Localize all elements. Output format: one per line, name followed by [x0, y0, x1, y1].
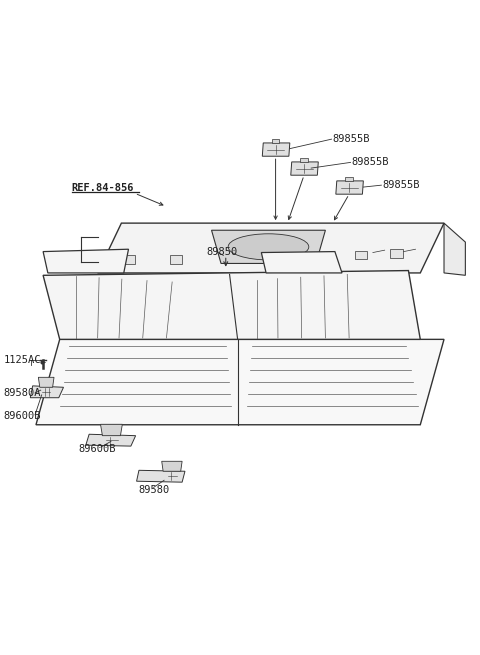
Polygon shape: [30, 386, 63, 398]
Polygon shape: [261, 252, 342, 273]
Polygon shape: [86, 434, 136, 446]
Bar: [345, 177, 353, 181]
Polygon shape: [100, 424, 122, 436]
Polygon shape: [43, 249, 129, 273]
Polygon shape: [36, 339, 444, 424]
Text: 89600B: 89600B: [4, 411, 41, 421]
Text: REF.84-856: REF.84-856: [72, 183, 134, 193]
Ellipse shape: [228, 234, 309, 260]
Bar: [97, 282, 119, 292]
Bar: [300, 158, 308, 162]
Text: 89850: 89850: [207, 246, 238, 257]
Polygon shape: [262, 143, 290, 157]
Text: 89580: 89580: [138, 485, 169, 495]
Polygon shape: [212, 231, 325, 263]
Text: 89855B: 89855B: [333, 134, 370, 144]
Polygon shape: [162, 461, 182, 471]
Text: 1125AC: 1125AC: [4, 355, 41, 365]
Text: 89580A: 89580A: [4, 388, 41, 398]
Polygon shape: [336, 181, 363, 194]
Bar: [122, 255, 135, 264]
Text: 89855B: 89855B: [383, 180, 420, 190]
Polygon shape: [137, 470, 185, 482]
Text: 89855B: 89855B: [351, 157, 389, 168]
Polygon shape: [291, 162, 318, 175]
Polygon shape: [97, 223, 444, 273]
Text: 89600B: 89600B: [79, 444, 116, 454]
Polygon shape: [43, 271, 420, 339]
Bar: [272, 139, 279, 143]
Polygon shape: [444, 223, 466, 275]
Bar: [355, 251, 367, 259]
Polygon shape: [38, 377, 54, 387]
Bar: [390, 249, 403, 258]
Bar: [170, 255, 182, 264]
